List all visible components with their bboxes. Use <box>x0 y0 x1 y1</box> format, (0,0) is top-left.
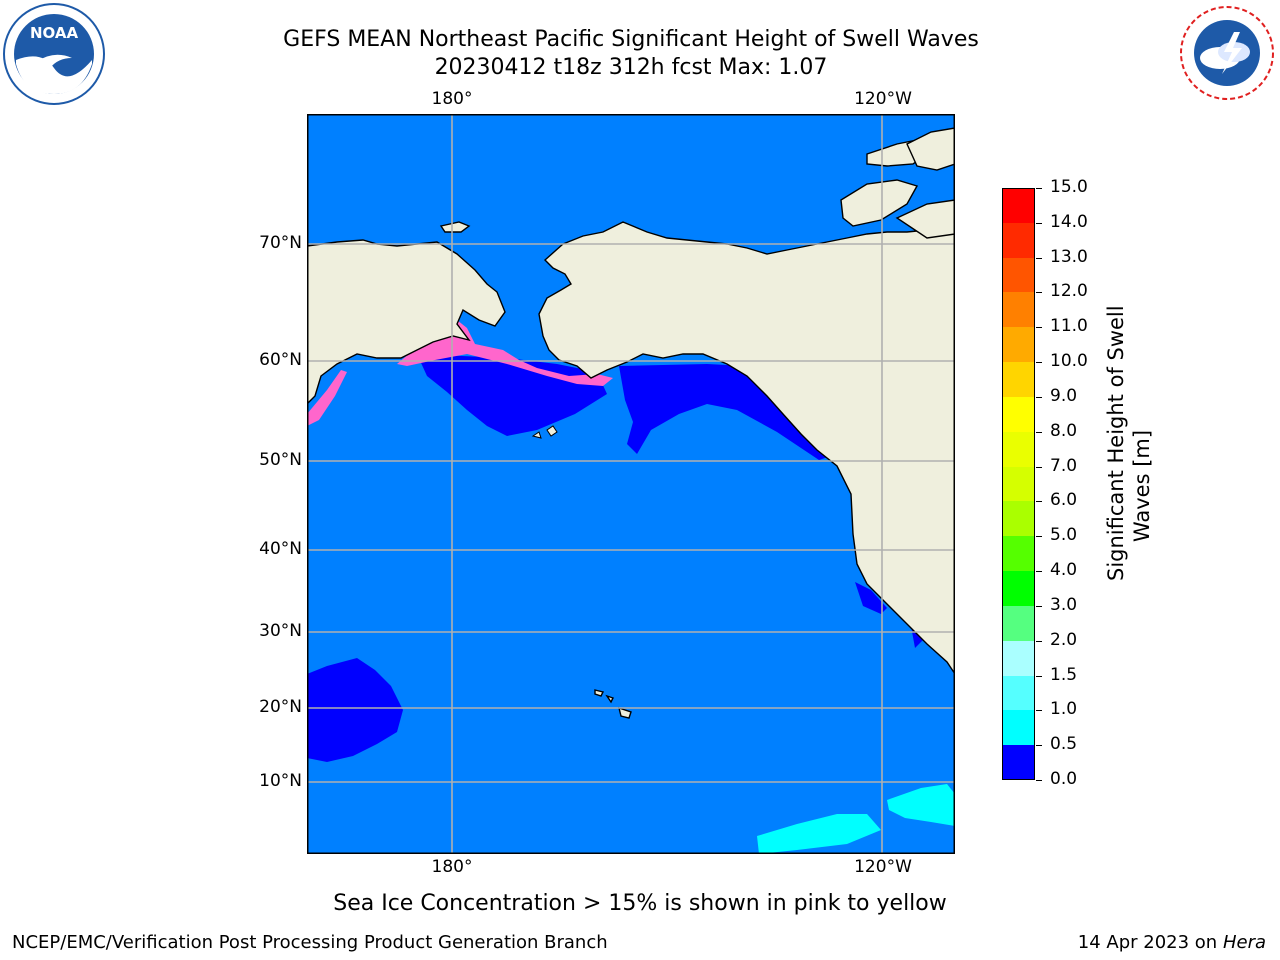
colorbar-tick-label: 5.0 <box>1050 525 1078 546</box>
colorbar-tick-label: 7.0 <box>1050 455 1078 476</box>
colorbar-tick-label: 1.5 <box>1050 664 1078 685</box>
colorbar-swatch <box>1002 362 1035 398</box>
nws-logo <box>1176 2 1278 104</box>
colorbar-tick-mark <box>1036 745 1042 747</box>
colorbar-swatch <box>1002 257 1035 293</box>
footer-date-text: 14 Apr 2023 on <box>1077 932 1223 953</box>
colorbar-tick-label: 3.0 <box>1050 594 1078 615</box>
lat-label-60n: 60°N <box>259 350 302 370</box>
colorbar-tick-mark <box>1036 188 1042 189</box>
map-border <box>307 114 955 854</box>
colorbar-swatch <box>1002 466 1035 502</box>
chart-subtitle: 20230412 t18z 312h fcst Max: 1.07 <box>434 55 828 80</box>
noaa-logo-text: NOAA <box>30 24 79 42</box>
colorbar-tick-mark <box>1036 257 1042 259</box>
colorbar-swatch <box>1002 327 1035 363</box>
colorbar-tick-mark <box>1036 292 1042 294</box>
map-frame <box>307 114 955 854</box>
colorbar-swatch <box>1002 501 1035 537</box>
lat-label-20n: 20°N <box>259 697 302 717</box>
footer-host: Hera <box>1222 932 1266 953</box>
colorbar-tick-label: 9.0 <box>1050 385 1078 406</box>
lat-label-30n: 30°N <box>259 621 302 641</box>
noaa-logo: NOAA <box>2 2 106 106</box>
colorbar-title-line2: Waves [m] <box>1130 429 1154 543</box>
colorbar-tick-mark <box>1036 675 1042 677</box>
high-swell-regions <box>757 784 955 854</box>
colorbar-tick-label: 2.0 <box>1050 629 1078 650</box>
colorbar-tick-mark <box>1036 536 1042 538</box>
colorbar-tick-mark <box>1036 780 1042 781</box>
colorbar-title: Significant Height of Swell Waves [m] <box>1103 305 1155 581</box>
colorbar-swatch <box>1002 640 1035 677</box>
colorbar-swatch <box>1002 292 1035 328</box>
colorbar-title-line1: Significant Height of Swell <box>1104 305 1128 581</box>
footer-date: 14 Apr 2023 on Hera <box>1078 932 1266 953</box>
colorbar-swatch <box>1002 675 1035 711</box>
colorbar-swatch <box>1002 536 1035 572</box>
colorbar-tick-label: 1.0 <box>1050 699 1078 720</box>
colorbar-tick-label: 13.0 <box>1050 246 1088 267</box>
colorbar-tick-mark <box>1036 466 1042 468</box>
colorbar-swatch <box>1002 222 1035 259</box>
lon-label-top-180: 180° <box>431 89 473 109</box>
grid-lines <box>307 114 955 854</box>
colorbar-tick-mark <box>1036 327 1042 329</box>
lon-label-bottom-180: 180° <box>431 857 473 877</box>
colorbar-tick-mark <box>1036 605 1042 607</box>
colorbar-tick-mark <box>1036 222 1042 224</box>
colorbar-tick-label: 15.0 <box>1050 177 1088 197</box>
colorbar-tick-mark <box>1036 431 1042 433</box>
colorbar-swatch <box>1002 710 1035 746</box>
colorbar-tick-label: 14.0 <box>1050 211 1088 232</box>
lat-label-10n: 10°N <box>259 771 302 791</box>
colorbar-swatch <box>1002 188 1035 224</box>
colorbar-tick-mark <box>1036 362 1042 364</box>
colorbar-tick-label: 12.0 <box>1050 281 1088 302</box>
footer-credit: NCEP/EMC/Verification Post Processing Pr… <box>12 932 608 953</box>
lon-label-top-120w: 120°W <box>854 89 912 109</box>
colorbar-tick-mark <box>1036 640 1042 642</box>
colorbar-tick-label: 8.0 <box>1050 420 1078 441</box>
colorbar-swatch <box>1002 605 1035 642</box>
lon-label-bottom-120w: 120°W <box>854 857 912 877</box>
colorbar-tick-mark <box>1036 396 1042 398</box>
lat-label-70n: 70°N <box>259 233 302 253</box>
colorbar-tick-label: 0.5 <box>1050 734 1078 755</box>
colorbar-swatch <box>1002 431 1035 468</box>
colorbar-swatch <box>1002 396 1035 433</box>
lat-label-50n: 50°N <box>259 450 302 470</box>
colorbar-tick-label: 4.0 <box>1050 560 1078 581</box>
chart-title: GEFS MEAN Northeast Pacific Significant … <box>283 27 979 52</box>
colorbar-tick-label: 0.0 <box>1050 769 1078 789</box>
sea-ice-caption: Sea Ice Concentration > 15% is shown in … <box>333 891 947 916</box>
colorbar-ticks: 15.0 14.0 13.0 12.0 11.0 10.0 9.0 8.0 7.0 6.0 5.0 4… <box>1036 177 1106 789</box>
colorbar-swatch <box>1002 745 1035 781</box>
colorbar-swatch <box>1002 571 1035 607</box>
colorbar-tick-mark <box>1036 501 1042 503</box>
colorbar-tick-label: 10.0 <box>1050 351 1088 372</box>
lat-label-40n: 40°N <box>259 539 302 559</box>
colorbar-tick-mark <box>1036 571 1042 573</box>
colorbar-tick-label: 6.0 <box>1050 490 1078 511</box>
colorbar-tick-mark <box>1036 710 1042 712</box>
colorbar <box>1002 188 1035 781</box>
colorbar-tick-label: 11.0 <box>1050 316 1088 337</box>
aleutian-islands <box>531 425 558 439</box>
